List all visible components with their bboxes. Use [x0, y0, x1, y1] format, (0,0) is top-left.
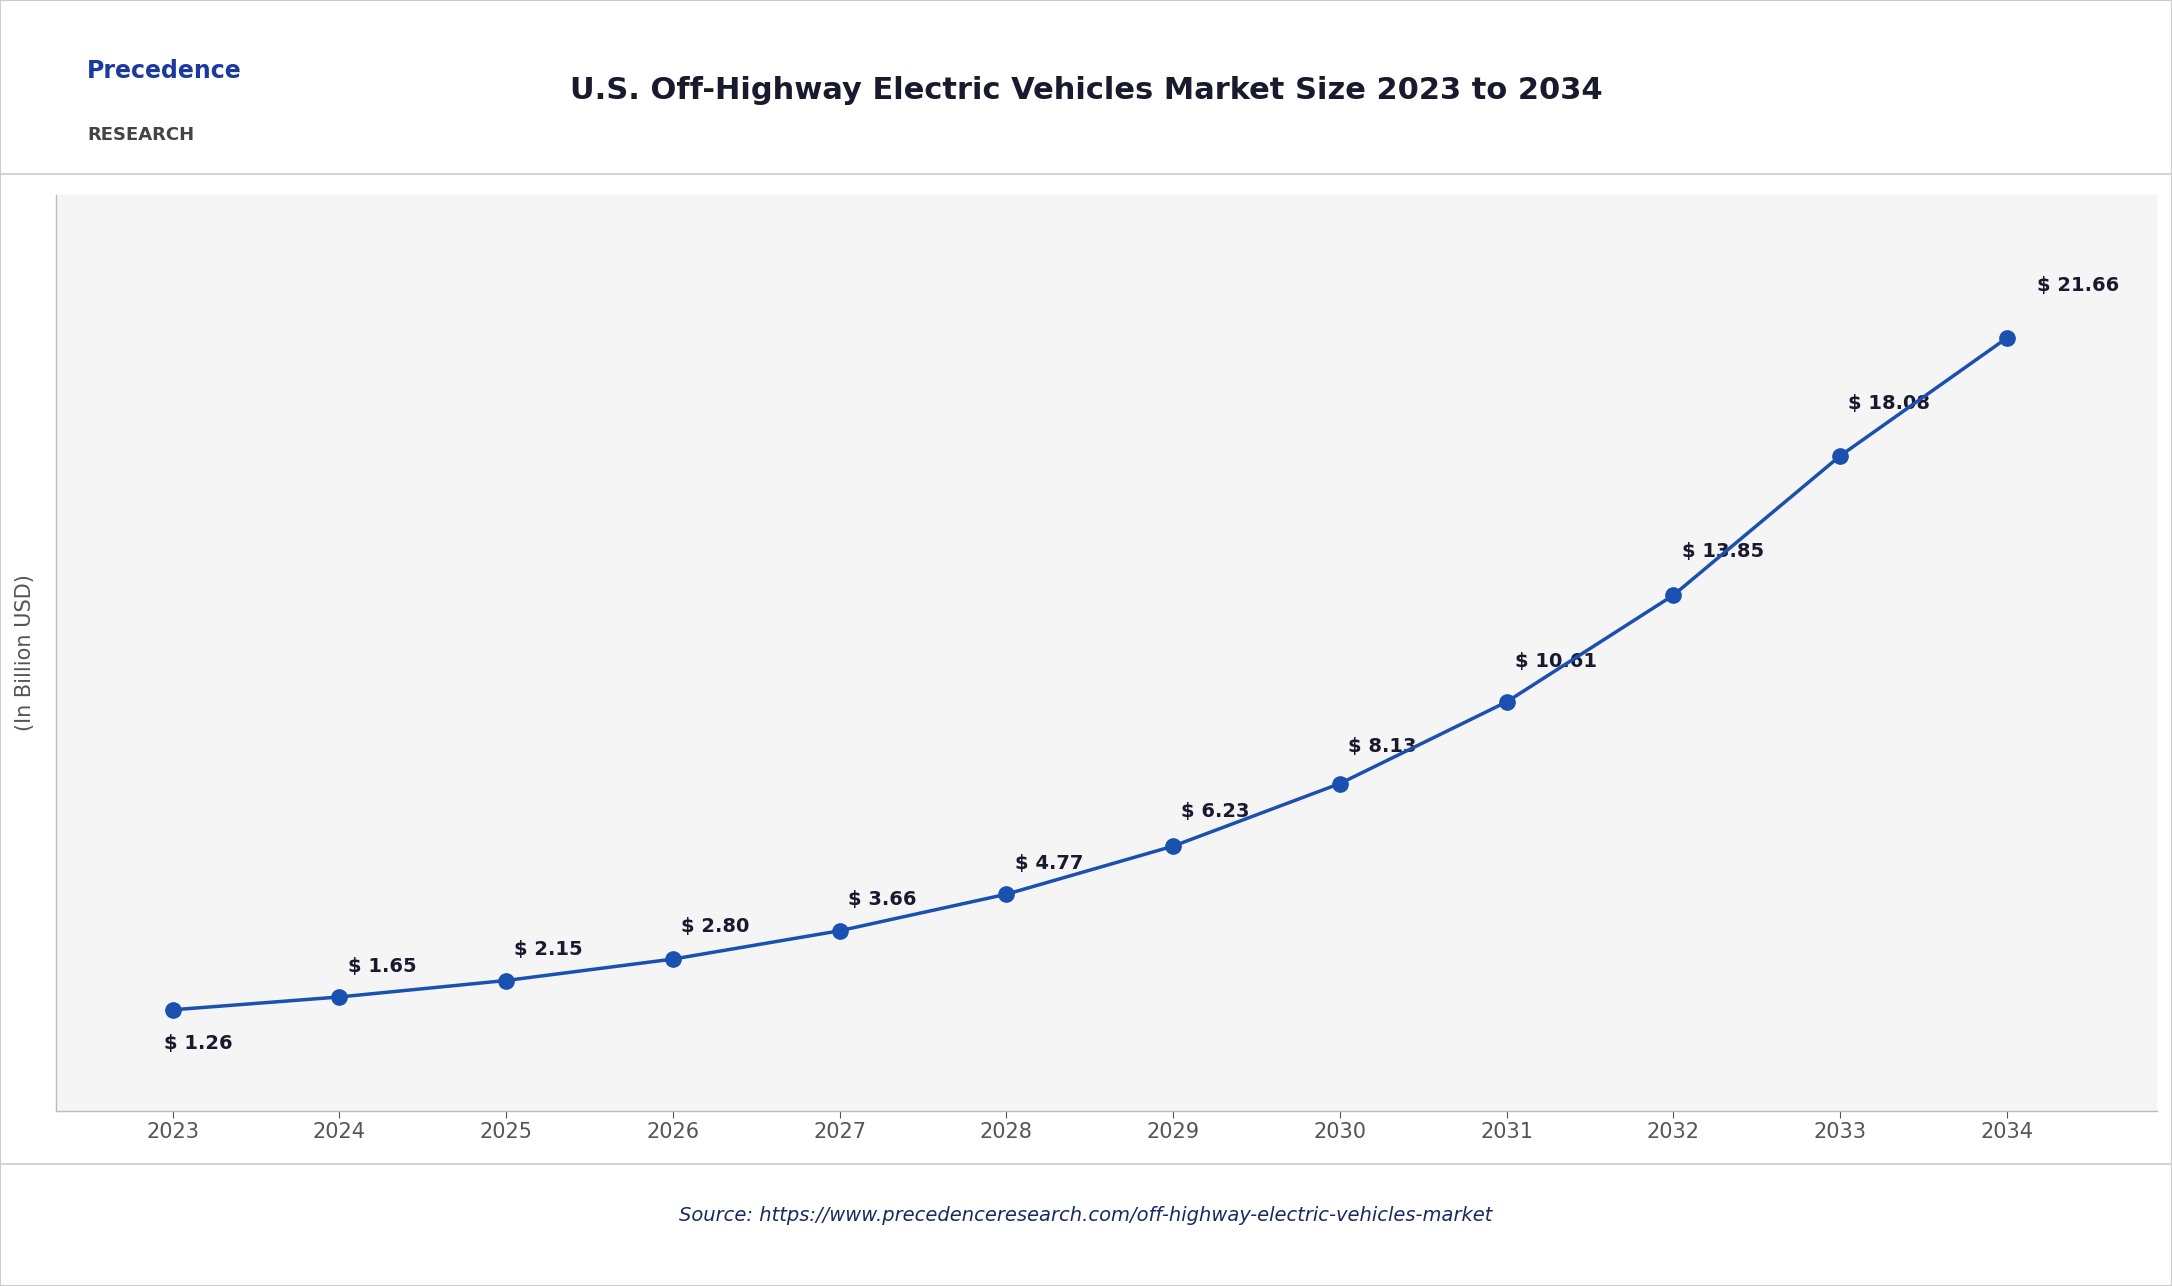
Text: $ 10.61: $ 10.61: [1516, 652, 1596, 670]
Text: RESEARCH: RESEARCH: [87, 126, 193, 144]
Text: U.S. Off-Highway Electric Vehicles Market Size 2023 to 2034: U.S. Off-Highway Electric Vehicles Marke…: [569, 76, 1603, 104]
Text: Precedence: Precedence: [87, 59, 241, 82]
Text: $ 6.23: $ 6.23: [1182, 802, 1249, 822]
Text: $ 1.65: $ 1.65: [348, 957, 417, 976]
Text: $ 1.26: $ 1.26: [165, 1034, 232, 1053]
Text: Source: https://www.precedenceresearch.com/off-highway-electric-vehicles-market: Source: https://www.precedenceresearch.c…: [680, 1206, 1492, 1224]
Text: $ 4.77: $ 4.77: [1014, 854, 1084, 873]
Text: $ 13.85: $ 13.85: [1681, 541, 1764, 561]
Text: $ 3.66: $ 3.66: [847, 890, 917, 909]
Text: $ 2.15: $ 2.15: [515, 940, 582, 959]
Text: $ 2.80: $ 2.80: [682, 917, 749, 936]
Text: $ 8.13: $ 8.13: [1349, 737, 1416, 756]
Y-axis label: (In Billion USD): (In Billion USD): [15, 575, 35, 732]
Text: $ 21.66: $ 21.66: [2037, 276, 2120, 296]
Text: $ 18.08: $ 18.08: [1848, 394, 1931, 413]
